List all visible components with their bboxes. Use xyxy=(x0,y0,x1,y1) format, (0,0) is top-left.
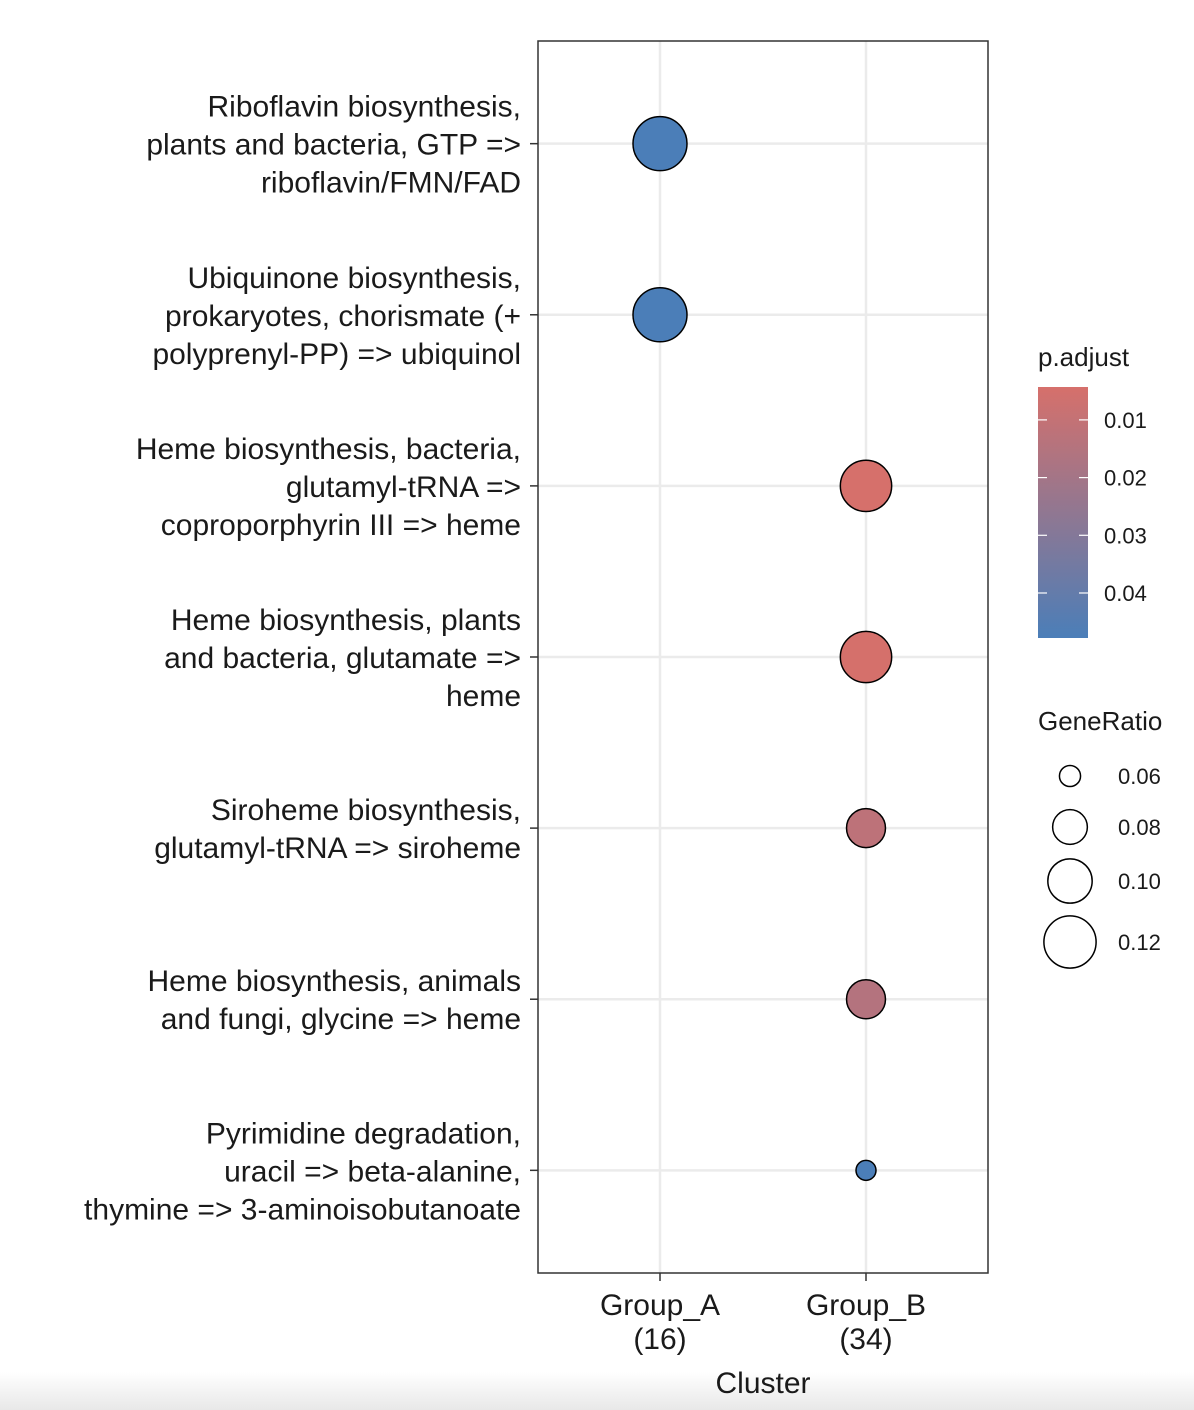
y-tick-label: Heme biosynthesis, bacteria, glutamyl-tRN… xyxy=(136,433,521,542)
x-axis-title: Cluster xyxy=(715,1367,810,1400)
color-tick-label: 0.04 xyxy=(1104,581,1147,606)
size-tick-label: 0.12 xyxy=(1118,930,1161,955)
dot xyxy=(839,459,893,513)
dot xyxy=(855,1159,877,1182)
size-key xyxy=(1058,764,1082,788)
size-key xyxy=(1043,915,1097,969)
size-legend-title: GeneRatio xyxy=(1038,706,1162,736)
y-tick-label: Pyrimidine degradation, uracil => beta-al… xyxy=(84,1117,521,1226)
size-tick-label: 0.06 xyxy=(1118,764,1161,789)
size-tick-label: 0.10 xyxy=(1118,869,1161,894)
y-tick-label: Heme biosynthesis, animals and fungi, gly… xyxy=(148,965,522,1036)
color-bar xyxy=(1038,387,1088,638)
dot xyxy=(839,630,893,684)
x-tick-label: Group_B (34) xyxy=(806,1289,926,1356)
x-tick-label: Group_A (16) xyxy=(600,1289,720,1356)
color-legend-title: p.adjust xyxy=(1038,342,1130,372)
dot xyxy=(845,978,887,1020)
size-key xyxy=(1047,858,1093,904)
y-tick-label: Ubiquinone biosynthesis, prokaryotes, cho… xyxy=(152,262,521,371)
dot xyxy=(632,287,688,343)
dot xyxy=(632,115,688,172)
color-tick-label: 0.02 xyxy=(1104,466,1147,491)
size-tick-label: 0.08 xyxy=(1118,815,1161,840)
size-key xyxy=(1051,808,1089,846)
color-tick-label: 0.03 xyxy=(1104,523,1147,548)
y-tick-label: Riboflavin biosynthesis, plants and bacte… xyxy=(146,91,521,200)
y-tick-label: Heme biosynthesis, plants and bacteria, g… xyxy=(164,604,521,713)
dot xyxy=(845,807,887,849)
color-tick-label: 0.01 xyxy=(1104,408,1147,433)
bottom-shade xyxy=(0,1372,1194,1410)
y-tick-label: Siroheme biosynthesis, glutamyl-tRNA => s… xyxy=(154,794,521,865)
